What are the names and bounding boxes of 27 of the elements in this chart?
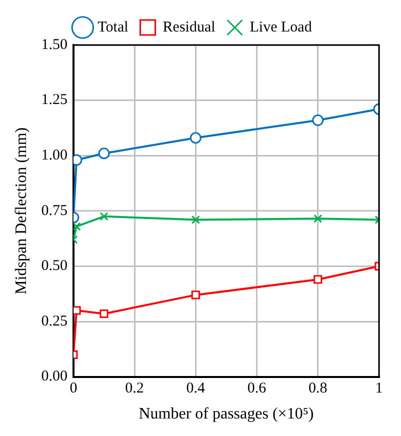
- point: [100, 309, 108, 318]
- point: [73, 306, 81, 315]
- point: [191, 215, 200, 224]
- y-tick-label: 0.50: [41, 258, 68, 274]
- x-tick-label: 0.2: [125, 380, 144, 397]
- x-axis-title: Number of passages (×10⁵): [138, 406, 314, 423]
- y-tick-label: 1.25: [41, 92, 68, 108]
- point: [190, 132, 202, 144]
- point: [100, 212, 108, 221]
- point: [73, 154, 82, 166]
- y-tick-label: 0.75: [41, 202, 68, 219]
- x-tick-label: 0: [70, 380, 78, 397]
- x-tick-label: 0.4: [186, 380, 206, 397]
- legend-label: Live Load: [250, 19, 312, 36]
- x-tick-label: 0.6: [247, 380, 267, 397]
- point: [191, 290, 200, 300]
- y-tick-label: 0.00: [41, 368, 68, 385]
- y-tick-label: 1.00: [41, 148, 68, 164]
- y-tick-label: 0.25: [41, 313, 68, 330]
- x-tick-label: 1: [375, 380, 383, 397]
- legend-label: Residual: [162, 19, 216, 36]
- legend-label: Total: [98, 19, 128, 36]
- y-axis-title: Midspan Deflection (mm): [12, 127, 30, 294]
- point: [73, 222, 81, 231]
- point: [98, 148, 110, 160]
- x-tick-label: 0.8: [308, 380, 328, 397]
- y-tick-label: 1.50: [41, 36, 68, 53]
